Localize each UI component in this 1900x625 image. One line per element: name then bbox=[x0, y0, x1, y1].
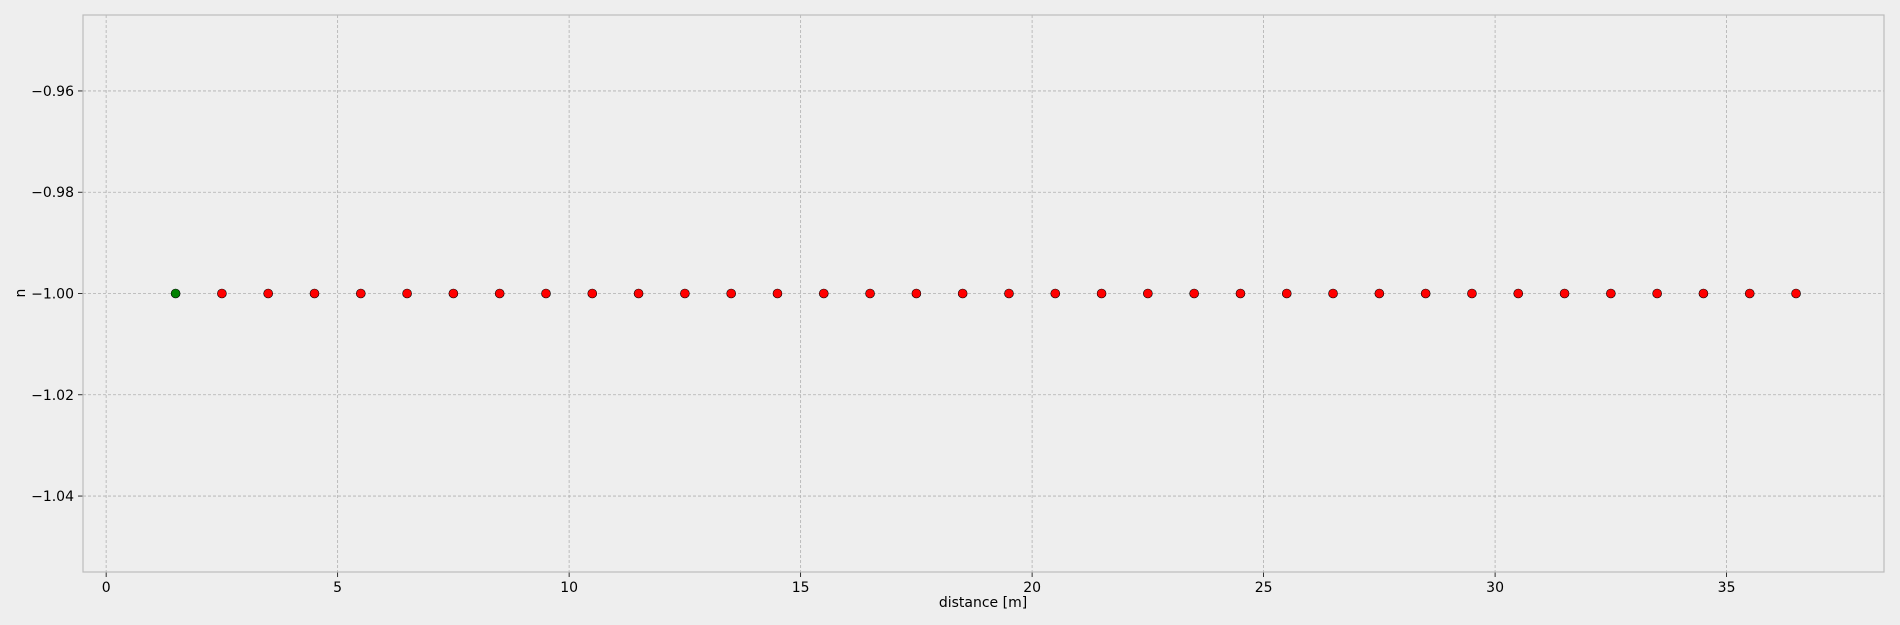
data-point bbox=[680, 288, 690, 299]
x-axis-label: distance [m] bbox=[939, 595, 1027, 611]
x-tick-label: 5 bbox=[333, 580, 342, 596]
data-point bbox=[1281, 288, 1292, 299]
x-tick-label: 20 bbox=[1023, 580, 1041, 596]
data-point bbox=[587, 288, 598, 299]
data-point bbox=[633, 288, 644, 299]
data-point bbox=[263, 288, 273, 299]
data-point bbox=[402, 288, 412, 299]
data-point bbox=[541, 288, 551, 299]
data-point bbox=[1467, 288, 1477, 299]
data-point bbox=[217, 288, 227, 299]
data-points bbox=[170, 288, 1801, 299]
data-point bbox=[1004, 288, 1014, 299]
data-point bbox=[726, 288, 736, 299]
axis-ticks: 0 5 10 15 20 25 30 35 −0.96 −0.98 −1.00 −1.02 −1.04 bbox=[31, 84, 1735, 596]
data-point bbox=[1189, 288, 1199, 299]
data-point bbox=[1420, 288, 1431, 299]
x-tick-label: 30 bbox=[1486, 580, 1504, 596]
data-point bbox=[1513, 288, 1524, 299]
data-point bbox=[865, 288, 875, 299]
data-point bbox=[448, 288, 459, 299]
data-point bbox=[494, 288, 505, 299]
y-tick-label: −1.02 bbox=[31, 388, 74, 404]
y-tick-label: −1.00 bbox=[31, 287, 74, 303]
y-tick-label: −1.04 bbox=[31, 489, 74, 505]
data-point bbox=[957, 288, 968, 299]
data-point bbox=[818, 288, 829, 299]
x-tick-label: 15 bbox=[792, 580, 810, 596]
y-tick-label: −0.96 bbox=[31, 84, 74, 100]
data-point bbox=[1235, 288, 1246, 299]
data-point bbox=[1096, 288, 1107, 299]
data-point bbox=[911, 288, 922, 299]
data-point bbox=[772, 288, 783, 299]
data-point bbox=[309, 288, 320, 299]
data-point bbox=[1744, 288, 1755, 299]
data-point bbox=[1652, 288, 1662, 299]
data-point bbox=[1374, 288, 1385, 299]
data-point bbox=[1143, 288, 1153, 299]
plot-frame bbox=[82, 14, 1885, 573]
data-point bbox=[1559, 288, 1570, 299]
data-point bbox=[1791, 288, 1801, 299]
x-tick-label: 10 bbox=[560, 580, 578, 596]
data-point bbox=[355, 288, 366, 299]
data-point bbox=[1050, 288, 1061, 299]
y-tick-label: −0.98 bbox=[31, 185, 74, 201]
grid-lines bbox=[83, 15, 1884, 572]
data-point bbox=[1328, 288, 1338, 299]
x-tick-label: 25 bbox=[1255, 580, 1273, 596]
x-tick-label: 0 bbox=[102, 580, 111, 596]
x-tick-label: 35 bbox=[1718, 580, 1736, 596]
data-point bbox=[1698, 288, 1709, 299]
start-point bbox=[170, 288, 181, 299]
data-point bbox=[1606, 288, 1616, 299]
y-axis-label: n bbox=[13, 289, 29, 298]
